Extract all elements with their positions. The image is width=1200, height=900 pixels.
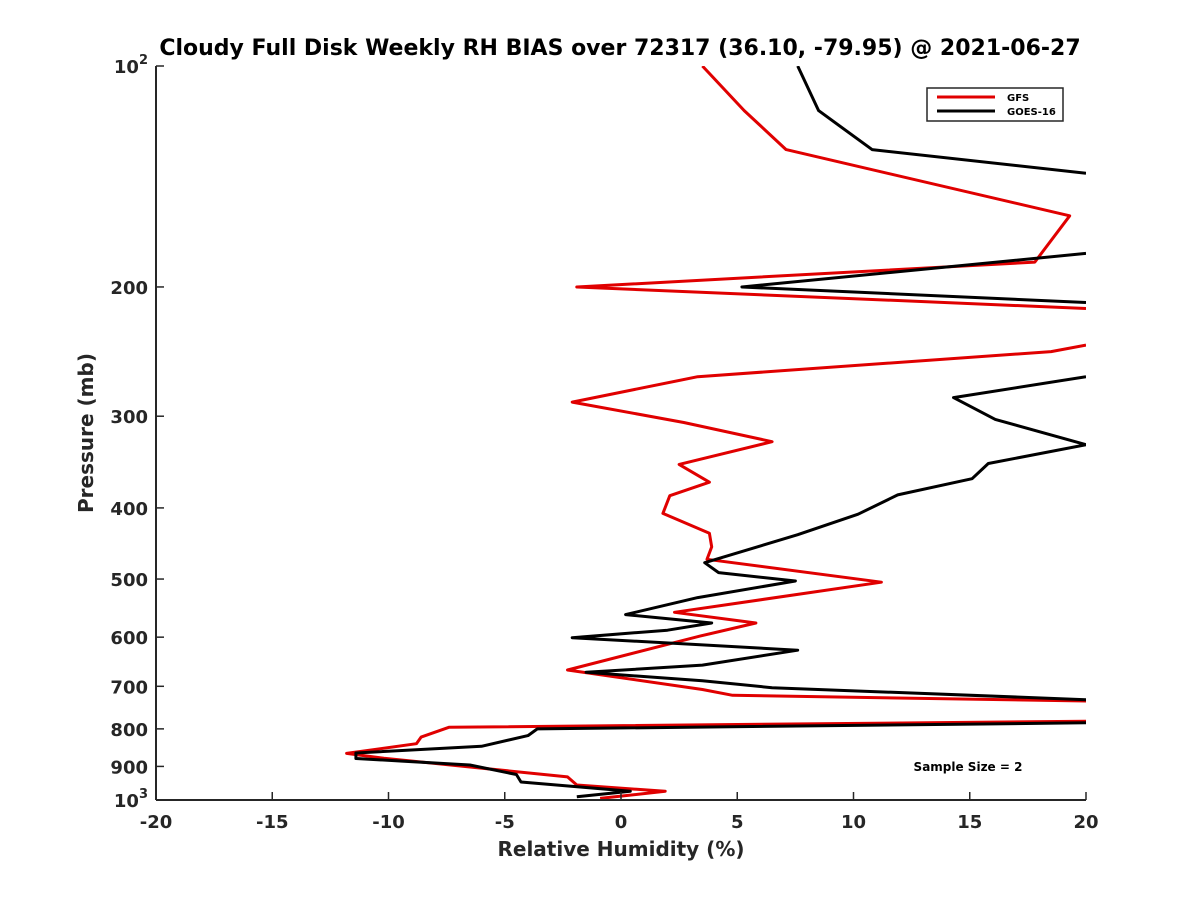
- legend-entry-label: GFS: [1007, 93, 1029, 104]
- x-axis-label: Relative Humidity (%): [497, 837, 744, 861]
- x-tick-label: 15: [957, 812, 982, 833]
- x-tick-label: 10: [841, 812, 866, 833]
- series-line-segment: [796, 66, 1086, 175]
- series-gfs: [345, 66, 1086, 800]
- x-tick-label: -15: [256, 812, 289, 833]
- x-tick-label: 20: [1073, 812, 1098, 833]
- y-tick-label: 900: [110, 757, 148, 778]
- series-line-segment: [575, 66, 1086, 310]
- legend-box: [926, 87, 1064, 122]
- legend-entry-label: GOES-16: [1007, 107, 1056, 118]
- y-tick-label: 103: [114, 787, 148, 812]
- legend: GFS GOES-16: [926, 87, 1064, 122]
- series-layer: [345, 66, 1086, 800]
- y-tick-label: 700: [110, 677, 148, 698]
- y-tick-label: 600: [110, 628, 148, 649]
- x-tick-label: -20: [140, 812, 173, 833]
- series-line-segment: [354, 721, 1086, 799]
- y-tick-label: 500: [110, 570, 148, 591]
- series-goes-16: [354, 66, 1086, 799]
- y-tick-label: 200: [110, 278, 148, 299]
- axes-layer: -20 -15 -10 -5 0 5 10 15 20 102 200 300 400 500 600 700…: [110, 53, 1098, 833]
- x-tick-label: 0: [615, 812, 628, 833]
- series-line-segment: [345, 719, 1086, 800]
- chart-title: Cloudy Full Disk Weekly RH BIAS over 723…: [159, 36, 1080, 61]
- sample-size-annotation: Sample Size = 2: [914, 760, 1023, 774]
- y-tick-label: 400: [110, 499, 148, 520]
- x-tick-label: -10: [372, 812, 405, 833]
- y-tick-label: 800: [110, 720, 148, 741]
- x-tick-label: -5: [495, 812, 515, 833]
- y-axis-label: Pressure (mb): [74, 353, 98, 513]
- series-line-segment: [740, 251, 1086, 304]
- x-tick-label: 5: [731, 812, 744, 833]
- series-line-segment: [566, 343, 1086, 703]
- y-tick-label: 300: [110, 407, 148, 428]
- series-line-segment: [570, 375, 1086, 702]
- y-tick-label: 102: [114, 53, 148, 78]
